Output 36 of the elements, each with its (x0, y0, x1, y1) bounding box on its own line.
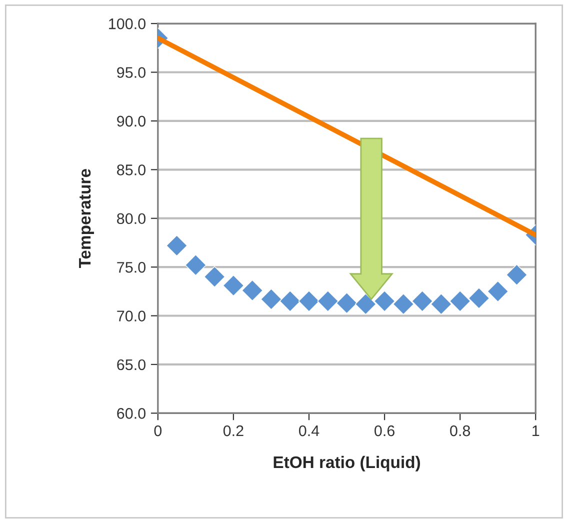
point (260, 288, 282, 310)
x-tick-label: 0.8 (450, 425, 470, 436)
x-tick-label: 0 (154, 425, 162, 436)
point (222, 274, 244, 296)
y-tick-label: 80.0 (117, 213, 146, 224)
point (374, 290, 396, 312)
y-tick-label: 70.0 (117, 310, 146, 322)
y-tick-label: 100.0 (109, 18, 146, 30)
y-tick-label: 60.0 (117, 408, 146, 419)
x-tick-label: 0.2 (223, 425, 244, 436)
point (468, 288, 490, 309)
point (317, 290, 339, 312)
point (204, 266, 226, 288)
point (412, 290, 433, 312)
point (336, 292, 358, 314)
point (430, 293, 452, 315)
x-tick-label: 0.6 (374, 425, 394, 436)
point (506, 264, 528, 286)
point (242, 280, 263, 302)
y-tick-label: 90.0 (117, 116, 146, 127)
x-tick-label: 1 (532, 426, 540, 436)
point (392, 293, 414, 315)
y-axis-title: Temperature (79, 169, 94, 268)
point (487, 280, 508, 302)
point (185, 254, 206, 276)
x-axis-title: EtOH ratio (Liquid) (274, 456, 420, 472)
y-tick-label: 95.0 (117, 67, 146, 78)
point (298, 290, 320, 312)
y-tick-label: 75.0 (117, 262, 146, 273)
point (166, 234, 188, 256)
y-tick-label: 65.0 (117, 359, 146, 370)
point (279, 290, 301, 312)
x-tick-label: 0.4 (298, 425, 320, 436)
y-tick-label: 85.0 (117, 164, 146, 176)
point (449, 290, 471, 312)
point (355, 293, 376, 315)
